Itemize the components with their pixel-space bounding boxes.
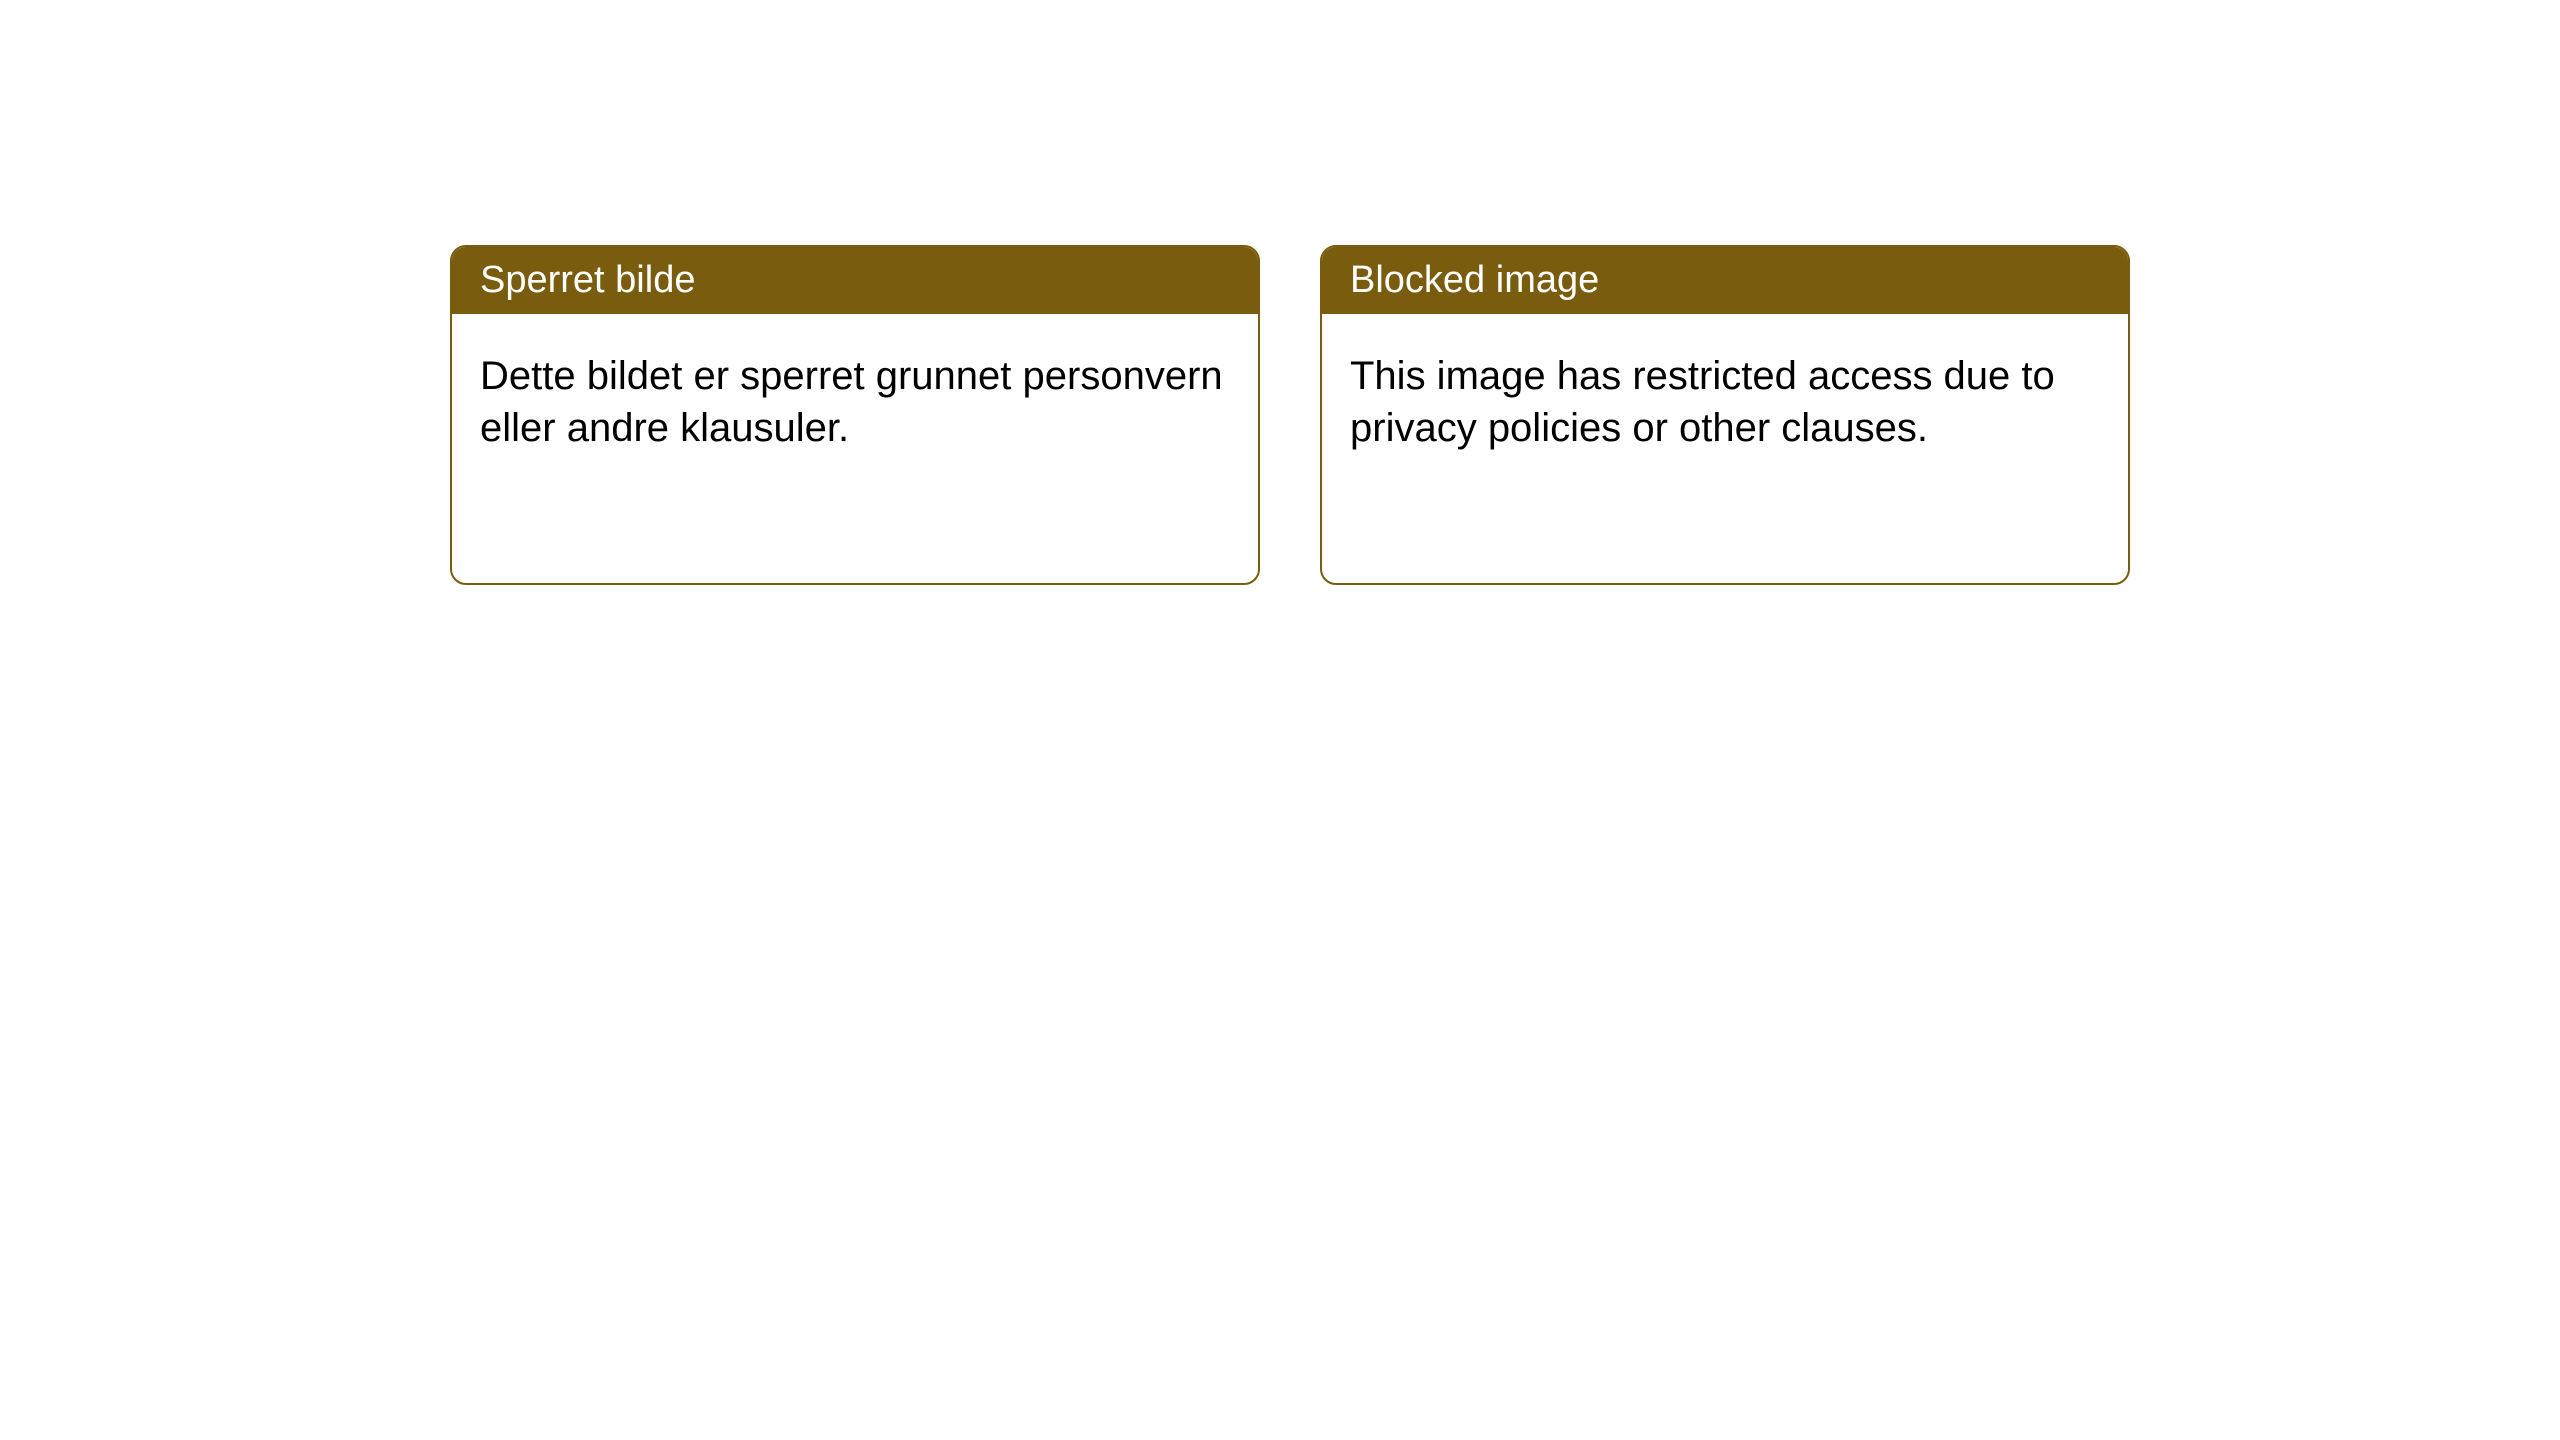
- cards-container: Sperret bilde Dette bildet er sperret gr…: [0, 0, 2560, 585]
- blocked-image-card-no: Sperret bilde Dette bildet er sperret gr…: [450, 245, 1260, 585]
- card-body-en: This image has restricted access due to …: [1322, 314, 2128, 490]
- card-title-no: Sperret bilde: [452, 247, 1258, 314]
- blocked-image-card-en: Blocked image This image has restricted …: [1320, 245, 2130, 585]
- card-body-no: Dette bildet er sperret grunnet personve…: [452, 314, 1258, 490]
- card-title-en: Blocked image: [1322, 247, 2128, 314]
